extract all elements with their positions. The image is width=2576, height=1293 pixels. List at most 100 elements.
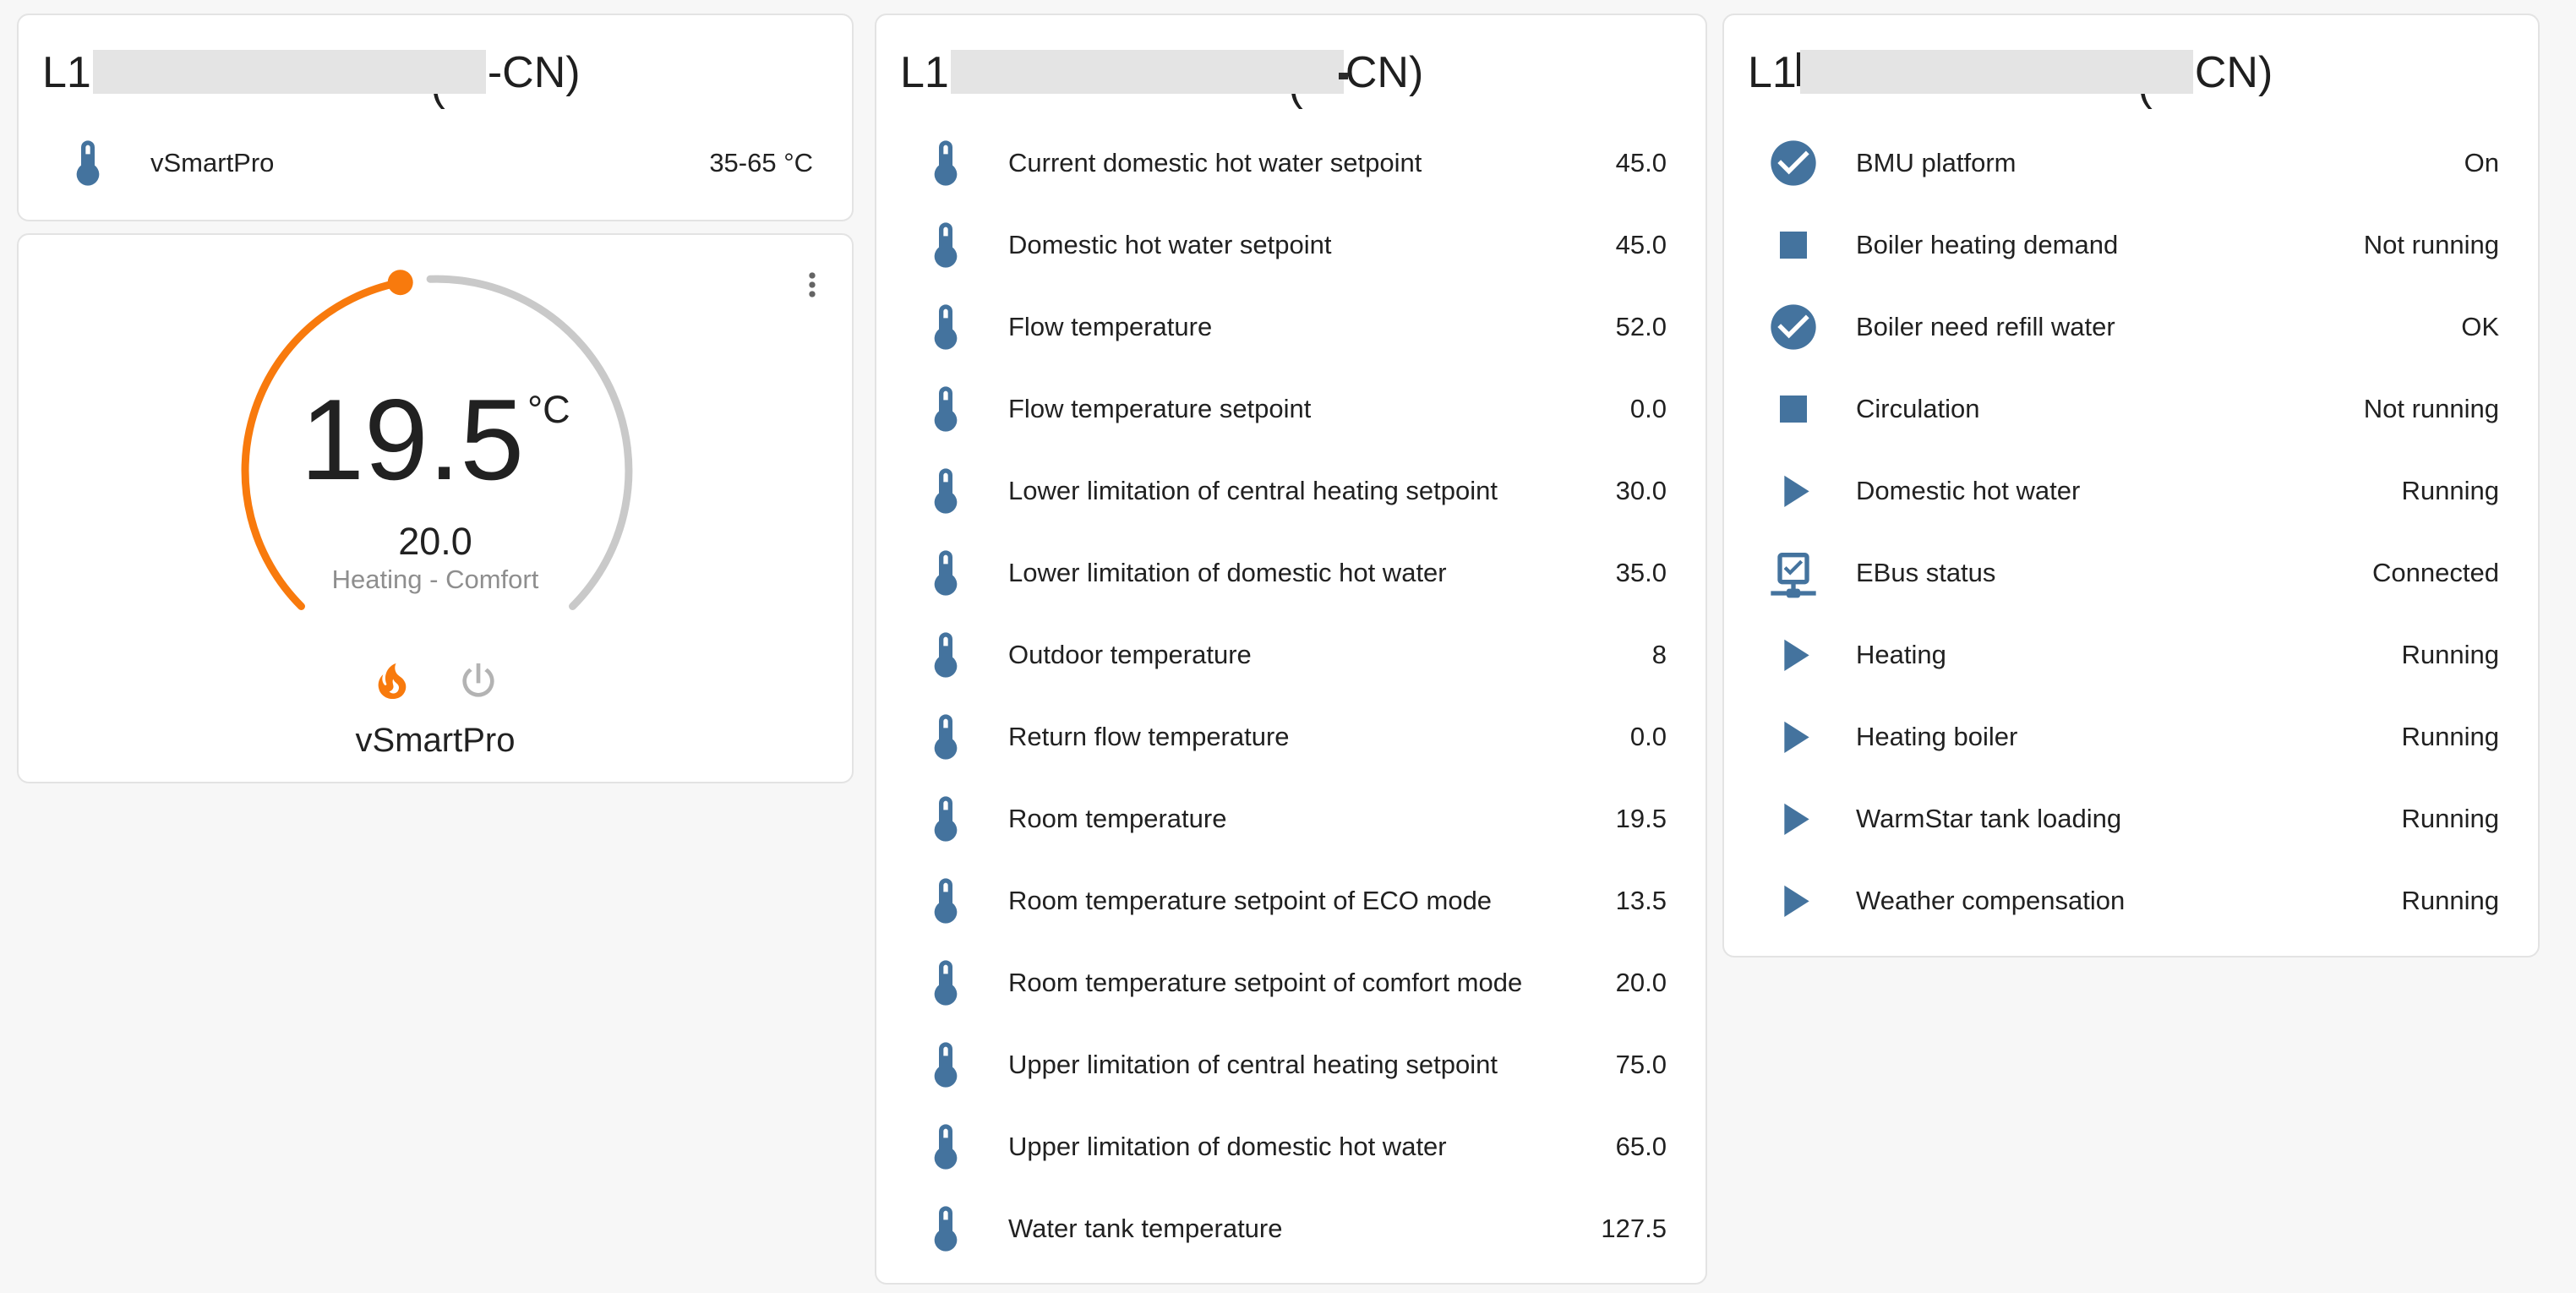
entity-row[interactable]: Boiler heating demand Not running (1724, 204, 2538, 286)
thermometer-icon (919, 464, 973, 518)
entity-label: Return flow temperature (1008, 721, 1290, 751)
play-icon (1766, 628, 1820, 682)
entity-row[interactable]: Circulation Not running (1724, 368, 2538, 450)
entity-row[interactable]: BMU platform On (1724, 122, 2538, 204)
card-sensors: L1 (CN) Current domestic hot water setpoi… (875, 14, 1707, 1285)
entity-row[interactable]: Current domestic hot water setpoint 45.0 (876, 122, 1706, 204)
off-mode-button[interactable] (451, 655, 505, 709)
title-suffix: -CN) (487, 48, 581, 97)
entity-value: 45.0 (1615, 147, 1667, 177)
entity-value: Connected (2372, 557, 2499, 587)
entity-row[interactable]: Outdoor temperature 8 (876, 614, 1706, 696)
check-network-icon (1766, 546, 1820, 600)
entity-row[interactable]: Upper limitation of domestic hot water 65… (876, 1105, 1706, 1187)
title-suffix: CN) (1345, 48, 1424, 97)
entity-label: Lower limitation of central heating setp… (1008, 475, 1498, 505)
redaction-box: ( (950, 50, 1348, 107)
entity-value: 19.5 (1615, 803, 1667, 833)
entity-row[interactable]: Flow temperature setpoint 0.0 (876, 368, 1706, 450)
title-prefix: L1 (42, 48, 91, 97)
entity-value: 0.0 (1629, 393, 1667, 423)
entity-row[interactable]: vSmartPro 35-65 °C (19, 122, 852, 204)
title-suffix: CN) (2194, 48, 2273, 97)
thermometer-icon (919, 628, 973, 682)
entity-value: 52.0 (1615, 311, 1667, 341)
entity-row[interactable]: Flow temperature 52.0 (876, 286, 1706, 368)
entity-label: Flow temperature setpoint (1008, 393, 1312, 423)
card-thermostat: 19.5 °C 20.0 Heating - Comfort vSmartPro (17, 233, 854, 783)
entity-row[interactable]: Water tank temperature 127.5 (876, 1187, 1706, 1269)
entity-value: 127.5 (1601, 1213, 1667, 1243)
entity-label: Room temperature setpoint of comfort mod… (1008, 967, 1523, 997)
redaction-box: ( (1799, 50, 2193, 107)
thermometer-icon (919, 792, 973, 846)
entity-value: 75.0 (1615, 1049, 1667, 1079)
entity-value: Running (2401, 803, 2499, 833)
fire-icon (368, 657, 416, 707)
play-icon (1766, 464, 1820, 518)
thermometer-icon (919, 1038, 973, 1092)
entity-label: EBus status (1856, 557, 1996, 587)
column-left: L1 (-CN) vSmartPro 35-65 °C 19.5 °C 20.0 H… (17, 14, 854, 783)
entity-label: Water tank temperature (1008, 1213, 1283, 1243)
entity-value: 0.0 (1629, 721, 1667, 751)
entity-value: Not running (2363, 229, 2499, 259)
entity-value: Running (2401, 639, 2499, 669)
entity-row[interactable]: Lower limitation of domestic hot water 35… (876, 532, 1706, 614)
card-climate-summary: L1 (-CN) vSmartPro 35-65 °C (17, 14, 854, 221)
check-circle-icon (1766, 300, 1820, 354)
entity-row[interactable]: Heating Running (1724, 614, 2538, 696)
entity-label: Weather compensation (1856, 885, 2126, 915)
temperature-dial-slider[interactable] (217, 251, 657, 690)
entity-row[interactable]: EBus status Connected (1724, 532, 2538, 614)
play-icon (1766, 874, 1820, 928)
entity-label: Boiler heating demand (1856, 229, 2119, 259)
redaction-box: ( (92, 50, 486, 107)
entity-value: 30.0 (1615, 475, 1667, 505)
entity-row[interactable]: Heating boiler Running (1724, 696, 2538, 777)
entity-label: BMU platform (1856, 147, 2017, 177)
entity-row[interactable]: Room temperature setpoint of comfort mod… (876, 941, 1706, 1023)
entity-row[interactable]: Return flow temperature 0.0 (876, 696, 1706, 777)
entity-label: Heating (1856, 639, 1946, 669)
thermometer-icon (919, 546, 973, 600)
more-options-button[interactable] (794, 266, 831, 303)
entity-row[interactable]: Weather compensation Running (1724, 859, 2538, 941)
thermometer-icon (919, 300, 973, 354)
sensor-rows: Current domestic hot water setpoint 45.0 D… (876, 122, 1706, 1269)
entity-row[interactable]: Lower limitation of central heating setp… (876, 450, 1706, 532)
entity-value: Running (2401, 721, 2499, 751)
entity-label: Domestic hot water setpoint (1008, 229, 1332, 259)
entity-label: Room temperature setpoint of ECO mode (1008, 885, 1493, 915)
entity-label: Room temperature (1008, 803, 1227, 833)
entity-row[interactable]: Room temperature 19.5 (876, 777, 1706, 859)
card-title: L1 (CN) (876, 15, 1706, 107)
entity-label: Heating boiler (1856, 721, 2018, 751)
entity-value: 35-65 °C (709, 147, 813, 177)
thermometer-icon (919, 136, 973, 190)
entity-row[interactable]: Domestic hot water setpoint 45.0 (876, 204, 1706, 286)
thermometer-icon (61, 136, 115, 190)
entity-value: Not running (2363, 393, 2499, 423)
thermometer-icon (919, 874, 973, 928)
entity-value: 20.0 (1615, 967, 1667, 997)
entity-row[interactable]: Upper limitation of central heating setp… (876, 1023, 1706, 1105)
dots-vertical-icon (794, 272, 831, 306)
entity-row[interactable]: Domestic hot water Running (1724, 450, 2538, 532)
hvac-status: Heating - Comfort (331, 565, 539, 594)
entity-label: Boiler need refill water (1856, 311, 2115, 341)
current-temperature-value: 19.5 (300, 375, 525, 504)
entity-row[interactable]: Boiler need refill water OK (1724, 286, 2538, 368)
play-icon (1766, 710, 1820, 764)
thermometer-icon (919, 710, 973, 764)
power-icon (455, 657, 502, 707)
entity-label: Upper limitation of domestic hot water (1008, 1131, 1447, 1161)
thermostat-entity-name: vSmartPro (355, 722, 516, 759)
entity-row[interactable]: Room temperature setpoint of ECO mode 13.… (876, 859, 1706, 941)
dial-knob (387, 270, 413, 296)
hvac-mode-buttons (19, 655, 852, 709)
entity-value: 13.5 (1615, 885, 1667, 915)
entity-label: Current domestic hot water setpoint (1008, 147, 1422, 177)
entity-row[interactable]: WarmStar tank loading Running (1724, 777, 2538, 859)
heat-mode-button[interactable] (365, 655, 419, 709)
